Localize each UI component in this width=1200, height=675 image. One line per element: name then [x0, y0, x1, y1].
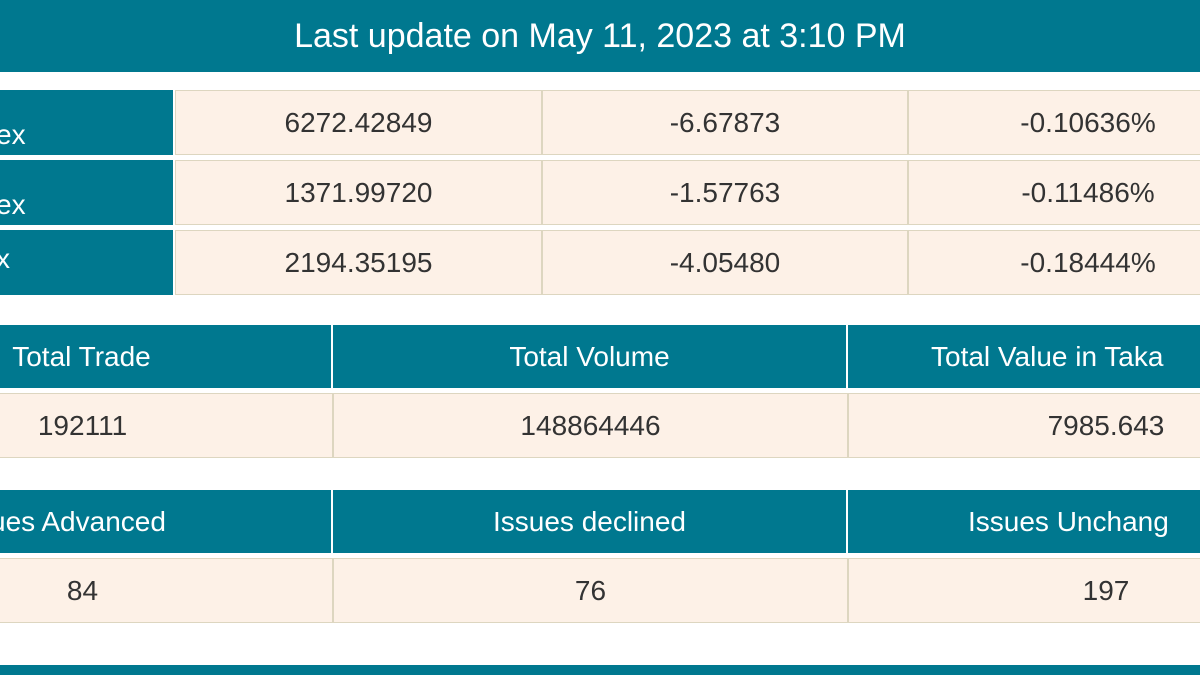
index-name: ex — [0, 90, 173, 155]
summary-header: Total Volume — [333, 325, 848, 388]
issues-value: 76 — [333, 558, 848, 623]
update-header: Last update on May 11, 2023 at 3:10 PM — [0, 0, 1200, 72]
index-name: x — [0, 230, 173, 295]
index-percent: -0.11486% — [908, 160, 1200, 225]
footer-bar — [0, 665, 1200, 675]
summary-value: 148864446 — [333, 393, 848, 458]
summary-header: Total Value in Taka — [848, 325, 1200, 388]
issues-header: ues Advanced — [0, 490, 333, 553]
summary-value: 192111 — [0, 393, 333, 458]
index-percent: -0.18444% — [908, 230, 1200, 295]
index-change: -4.05480 — [542, 230, 908, 295]
summary-value: 7985.643 — [848, 393, 1200, 458]
index-percent: -0.10636% — [908, 90, 1200, 155]
issues-value: 197 — [848, 558, 1200, 623]
issues-header: Issues declined — [333, 490, 848, 553]
index-value: 6272.42849 — [175, 90, 542, 155]
summary-header: Total Trade — [0, 325, 333, 388]
issues-value: 84 — [0, 558, 333, 623]
index-value: 1371.99720 — [175, 160, 542, 225]
index-value: 2194.35195 — [175, 230, 542, 295]
index-change: -6.67873 — [542, 90, 908, 155]
index-name: ex — [0, 160, 173, 225]
index-change: -1.57763 — [542, 160, 908, 225]
issues-header: Issues Unchang — [848, 490, 1200, 553]
